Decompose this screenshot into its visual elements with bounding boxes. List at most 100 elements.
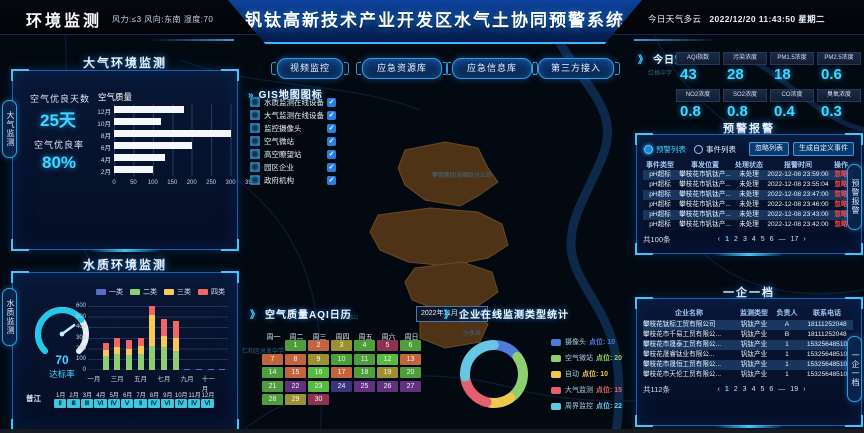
map-button-4[interactable]: 第三方接入	[532, 58, 620, 79]
river-month-label: 8月	[149, 393, 160, 399]
gis-item-checkbox[interactable]: ✓	[327, 162, 336, 172]
side-tab-water[interactable]: 水质监测	[2, 288, 17, 346]
calendar-day[interactable]: 25	[354, 380, 375, 392]
calendar-day[interactable]: 9	[308, 353, 329, 365]
calendar-day[interactable]: 30	[308, 394, 329, 405]
calendar-day[interactable]: 14	[262, 367, 283, 378]
enterprise-table-row: 攀枝花钛标工贸有限公司 钒钛产业 A 18111252048	[643, 320, 853, 330]
calendar-day[interactable]: 3	[331, 340, 352, 351]
calendar-day[interactable]: 4	[354, 340, 375, 351]
gis-item-checkbox[interactable]: ✓	[327, 110, 336, 120]
calendar-day[interactable]: 1	[285, 340, 306, 351]
ignore-link[interactable]: 忽略	[834, 181, 848, 188]
calendar-day[interactable]: 20	[400, 367, 421, 378]
calendar-day[interactable]: 29	[285, 394, 306, 405]
calendar-day[interactable]: 15	[285, 367, 306, 378]
ignore-link[interactable]: 忽略	[834, 221, 848, 228]
calendar-day[interactable]: 22	[285, 380, 306, 392]
radio-label: 事件列表	[706, 144, 736, 154]
ignore-link[interactable]: 忽略	[834, 191, 848, 198]
ignore-link[interactable]: 忽略	[834, 211, 848, 218]
air-stat-value: 0.8	[680, 103, 701, 120]
calendar-day[interactable]: 26	[377, 380, 398, 392]
page-number[interactable]: 5	[760, 386, 765, 393]
page-number[interactable]: 2	[734, 236, 738, 243]
calendar-day[interactable]: 16	[308, 367, 329, 378]
gis-item-checkbox[interactable]: ✓	[327, 97, 336, 107]
water-y-tick: 500	[75, 313, 86, 320]
page-number[interactable]: 4	[751, 236, 756, 243]
legend-swatch	[130, 289, 140, 295]
month-select[interactable]: 2022年11月 ∨	[416, 306, 488, 322]
gis-menu-item[interactable]: 监控摄像头 ✓	[250, 122, 336, 134]
river-grade-cell: Ⅳ	[174, 399, 187, 408]
donut-legend-item: 空气微站 点位: 20	[551, 353, 622, 363]
calendar-day[interactable]: 7	[262, 353, 283, 365]
page-number[interactable]: 1	[725, 236, 730, 243]
page-prev[interactable]: ‹	[717, 236, 721, 243]
page-number[interactable]: 4	[751, 386, 756, 393]
alarm-cell: 未处理	[739, 171, 759, 178]
gis-item-checkbox[interactable]: ✓	[327, 175, 336, 185]
calendar-day[interactable]: 24	[331, 380, 352, 392]
calendar-day[interactable]: 28	[262, 394, 283, 405]
calendar-day[interactable]: 2	[308, 340, 329, 351]
alarm-button-2[interactable]: 生成自定义事件	[793, 142, 854, 156]
alarm-col-header: 处理状态	[735, 162, 763, 169]
calendar-day[interactable]: 10	[331, 353, 352, 365]
page-next[interactable]: ›	[803, 236, 806, 243]
page-number[interactable]: —	[778, 236, 786, 243]
calendar-day[interactable]: 8	[285, 353, 306, 365]
page-number[interactable]: 17	[790, 236, 799, 243]
ignore-link[interactable]: 忽略	[834, 201, 848, 208]
page-next[interactable]: ›	[803, 386, 806, 393]
radio-option[interactable]: 事件列表	[694, 144, 736, 155]
gis-item-checkbox[interactable]: ✓	[327, 123, 336, 133]
enterprise-cell: 攀枝花晟睿钛业有限公...	[643, 351, 715, 358]
page-number[interactable]: 19	[790, 386, 799, 393]
map-label: 攀钢集团海绵钛分公司	[432, 173, 493, 179]
gis-menu-item[interactable]: 大气监测在线设备 ✓	[250, 109, 336, 121]
gis-menu-item[interactable]: 园区企业 ✓	[250, 161, 336, 173]
gis-item-label: 园区企业	[264, 162, 294, 172]
ignore-link[interactable]: 忽略	[834, 171, 848, 178]
gis-menu-item[interactable]: 政府机构 ✓	[250, 174, 336, 186]
gis-menu-item[interactable]: 水质监测在线设备 ✓	[250, 96, 336, 108]
page-number[interactable]: —	[778, 386, 786, 393]
map-button-1[interactable]: 视频监控	[271, 58, 349, 79]
page-number[interactable]: 5	[760, 236, 765, 243]
calendar-day[interactable]: 5	[377, 340, 398, 351]
calendar-day[interactable]: 12	[377, 353, 398, 365]
calendar-day[interactable]: 27	[400, 380, 421, 392]
gis-menu-item[interactable]: 空气微站 ✓	[250, 135, 336, 147]
page-number[interactable]: 6	[769, 236, 774, 243]
page-number[interactable]: 3	[742, 236, 747, 243]
air-chart-bar	[114, 154, 165, 161]
page-number[interactable]: 1	[724, 386, 729, 393]
donut-title: 》企业在线监测类型统计	[444, 310, 569, 321]
map-button-3[interactable]: 应急信息库	[446, 58, 538, 79]
side-tab-air[interactable]: 大气监测	[2, 100, 17, 158]
page-number[interactable]: 2	[733, 386, 738, 393]
calendar-day[interactable]: 18	[354, 367, 375, 378]
gis-item-checkbox[interactable]: ✓	[327, 136, 336, 146]
gis-item-checkbox[interactable]: ✓	[327, 149, 336, 159]
calendar-day[interactable]: 23	[308, 380, 329, 392]
radio-selected[interactable]: 预警列表	[644, 144, 686, 155]
calendar-day[interactable]: 6	[400, 340, 421, 351]
calendar-day[interactable]: 13	[400, 353, 421, 365]
air-stat-label: AQI指数	[676, 52, 720, 65]
side-tab-alarm[interactable]: 预警报警	[847, 164, 862, 230]
calendar-day[interactable]: 17	[331, 367, 352, 378]
gis-menu-item[interactable]: 高空瞭望站 ✓	[250, 148, 336, 160]
page-prev[interactable]: ‹	[717, 386, 720, 393]
calendar-day[interactable]: 19	[377, 367, 398, 378]
alarm-button-1[interactable]: 忽略列表	[749, 142, 789, 156]
side-tab-enterprise[interactable]: 一企一档	[847, 336, 862, 402]
calendar-day[interactable]: 11	[354, 353, 375, 365]
calendar-day[interactable]: 21	[262, 380, 283, 392]
enterprise-cell: 18111252048	[807, 331, 847, 338]
page-number[interactable]: 6	[769, 386, 774, 393]
page-number[interactable]: 3	[742, 386, 747, 393]
map-button-2[interactable]: 应急资源库	[356, 58, 448, 79]
